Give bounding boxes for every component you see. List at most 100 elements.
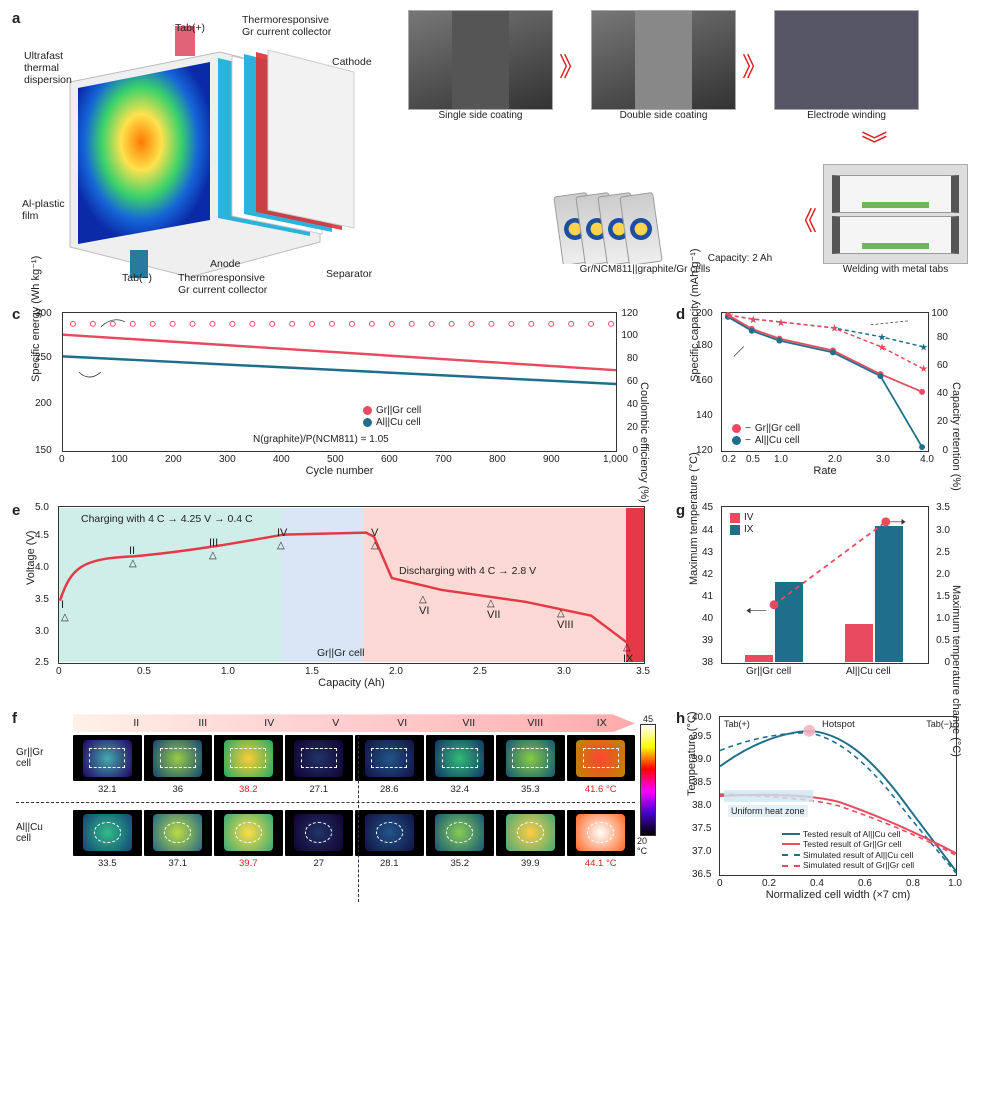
roman-VII: VII (487, 597, 500, 621)
panel-a-diagram: Tab(+) Thermoresponsive Gr current colle… (10, 10, 400, 290)
thermal-gr-VIII (496, 735, 565, 781)
thermal-grid: II III IV V VI VII VIII IX 45 20 °C Gr||… (16, 714, 659, 869)
step-single-coating: Single side coating (408, 10, 553, 121)
label-separator: Separator (326, 268, 372, 280)
label-tab-plus-h: Tab(+) (724, 719, 750, 729)
label-thermo-1: Thermoresponsive Gr current collector (242, 14, 331, 38)
panel-c-chart: Specific energy (Wh kg⁻¹) Coulombic effi… (10, 302, 665, 482)
label-tab-plus: Tab(+) (175, 22, 205, 34)
chart-d-legend: −Gr||Gr cell −Al||Cu cell (732, 422, 800, 447)
chart-g: Maximum temperature (°C) Maximum tempera… (721, 506, 929, 664)
panel-h-chart: Temperature (°C) Normalized cell width (… (673, 706, 973, 906)
arrow-down-icon: 》 (856, 130, 893, 156)
label-anode: Anode (210, 258, 240, 270)
label-al-plastic: Al-plastic film (22, 198, 65, 222)
thermal-gr-IV (214, 735, 283, 781)
thermal-al-II (73, 810, 142, 856)
chart-h-legend: Tested result of Al||Cu cell Tested resu… (782, 829, 914, 872)
photo-double-coating (591, 10, 736, 110)
delta-line-svg (723, 508, 927, 662)
roman-VIII: VIII (557, 607, 574, 631)
thermal-al-V (285, 810, 354, 856)
charge-label: Charging with 4 C → 4.25 V → 0.4 C (81, 513, 253, 525)
chart-h: Temperature (°C) Normalized cell width (… (719, 716, 957, 876)
svg-text:★: ★ (877, 342, 886, 353)
roman-IX: IX (623, 641, 633, 665)
thermal-al-VIII (496, 810, 565, 856)
step-cells: Capacity: 2 Ah Gr/NCM811||graphite/Gr ce… (505, 164, 785, 275)
chart-d: ★★★★★★ ★★★★★★ Specific capacity (mAh g⁻¹… (721, 312, 929, 452)
thermal-al-IX (567, 810, 636, 856)
chart-c-legend: Gr||Gr cell Al||Cu cell (363, 404, 421, 429)
capacity-label: Capacity: 2 Ah (708, 253, 772, 264)
photo-cells (518, 164, 698, 264)
svg-text:★: ★ (749, 315, 758, 326)
step-welding: Welding with metal tabs (823, 164, 968, 275)
svg-text:★: ★ (919, 364, 928, 375)
label-hotspot: Hotspot (822, 719, 855, 730)
divider (16, 802, 635, 803)
svg-text:★: ★ (830, 324, 839, 335)
step-label: Electrode winding (807, 110, 886, 121)
photo-single-coating (408, 10, 553, 110)
step-winding: Electrode winding (774, 10, 919, 121)
step-label: Welding with metal tabs (843, 264, 948, 275)
panel-f-thermal: II III IV V VI VII VIII IX 45 20 °C Gr||… (10, 706, 665, 906)
chart-g-legend: IV IX (730, 511, 753, 536)
panel-g-chart: Maximum temperature (°C) Maximum tempera… (673, 494, 973, 694)
axis-h-x: Normalized cell width (×7 cm) (766, 889, 911, 901)
photo-welding (823, 164, 968, 264)
roman-II: II (129, 545, 137, 569)
arrow-left-icon: 》 (791, 201, 817, 238)
arrow-icon: 》 (742, 47, 768, 84)
chart-c-note: N(graphite)/P(NCM811) = 1.05 (253, 434, 389, 445)
chart-c-svg (63, 313, 616, 451)
label-tab-minus: Tab(−) (122, 272, 152, 284)
row-label-gr: Gr||Gr cell (16, 747, 71, 769)
svg-text:★: ★ (725, 311, 734, 322)
axis-d-x: Rate (813, 465, 836, 477)
thermal-al-IV (214, 810, 283, 856)
label-tab-minus-h: Tab(−) (926, 719, 952, 729)
chart-c: Specific energy (Wh kg⁻¹) Coulombic effi… (62, 312, 617, 452)
axis-e-x: Capacity (Ah) (318, 677, 385, 689)
vert-divider (358, 736, 359, 902)
figure-composite: a b (10, 10, 973, 906)
discharge-label: Discharging with 4 C → 2.8 V (399, 565, 536, 577)
arrow-icon: 》 (559, 47, 585, 84)
thermal-al-VI (355, 810, 424, 856)
label-uniform: Uniform heat zone (728, 805, 808, 817)
step-label: Single side coating (439, 110, 523, 121)
colorbar (640, 724, 656, 836)
label-thermo-2: Thermoresponsive Gr current collector (178, 272, 267, 296)
roman-III: III (209, 537, 218, 561)
thermal-gr-IX (567, 735, 636, 781)
step-double-coating: Double side coating (591, 10, 736, 121)
svg-text:★: ★ (776, 318, 785, 329)
panel-d-chart: ★★★★★★ ★★★★★★ Specific capacity (mAh g⁻¹… (673, 302, 973, 482)
roman-VI: VI (419, 593, 429, 617)
panel-e-chart: I II III IV V VI VII VIII IX Charging wi… (10, 494, 665, 694)
colorbar-group: 45 20 °C (637, 714, 659, 856)
cell-label: Gr||Gr cell (317, 647, 364, 659)
svg-text:★: ★ (919, 342, 928, 353)
label-cathode: Cathode (332, 56, 372, 68)
thermal-gr-III (144, 735, 213, 781)
thermal-al-III (144, 810, 213, 856)
thermal-al-VII (426, 810, 495, 856)
thermal-gr-VII (426, 735, 495, 781)
chart-e-svg (59, 507, 644, 663)
label-dispersion: Ultrafast thermal dispersion (24, 50, 72, 86)
thermal-gr-V (285, 735, 354, 781)
step-label: Double side coating (620, 110, 708, 121)
chart-e: I II III IV V VI VII VIII IX Charging wi… (58, 506, 645, 664)
row-label-al: Al||Cu cell (16, 822, 71, 844)
panel-b-process: Single side coating 》 Double side coatin… (408, 10, 968, 290)
header-arrow: II III IV V VI VII VIII IX (73, 714, 635, 732)
roman-V: V (371, 527, 379, 551)
thermal-gr-VI (355, 735, 424, 781)
bar-area (723, 508, 927, 662)
photo-winding (774, 10, 919, 110)
thermal-gr-II (73, 735, 142, 781)
axis-c-x: Cycle number (306, 465, 374, 477)
